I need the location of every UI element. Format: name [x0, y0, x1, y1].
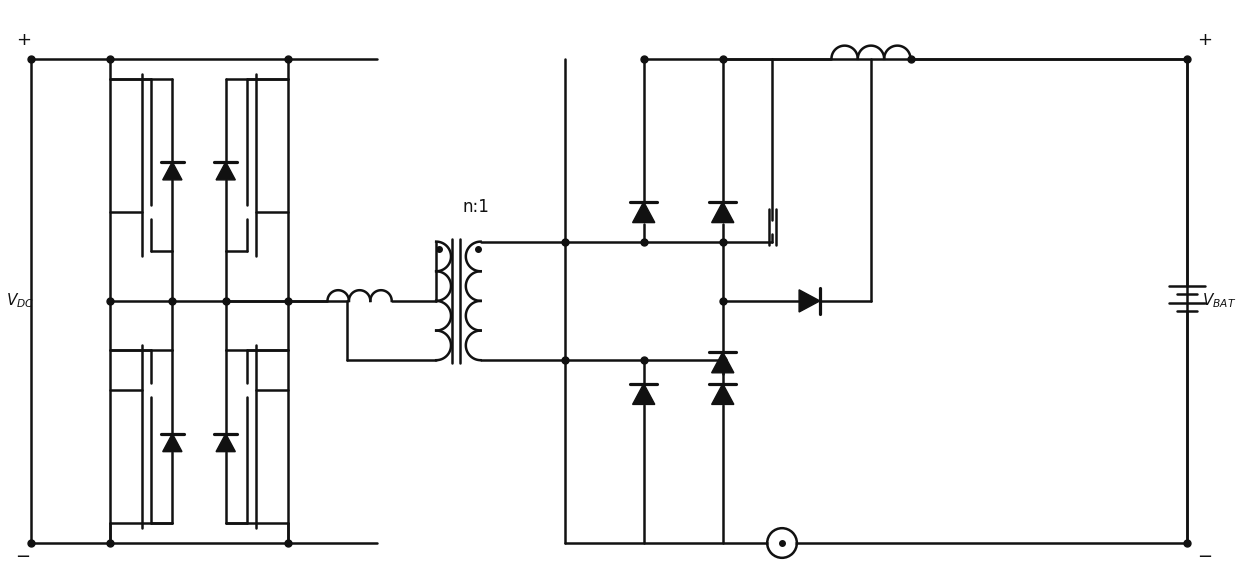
Polygon shape: [162, 434, 182, 452]
Text: −: −: [1197, 548, 1213, 566]
Polygon shape: [712, 384, 734, 404]
Text: +: +: [1197, 31, 1211, 49]
Polygon shape: [632, 384, 655, 404]
Polygon shape: [799, 290, 820, 312]
Polygon shape: [712, 352, 734, 373]
Polygon shape: [216, 162, 236, 180]
Text: $V_{DC}$: $V_{DC}$: [6, 292, 35, 310]
Text: $V_{BAT}$: $V_{BAT}$: [1202, 292, 1236, 310]
Polygon shape: [632, 202, 655, 223]
Text: n:1: n:1: [463, 198, 489, 216]
Circle shape: [769, 530, 795, 556]
Polygon shape: [712, 202, 734, 223]
Text: −: −: [16, 548, 31, 566]
Polygon shape: [216, 434, 236, 452]
Polygon shape: [162, 162, 182, 180]
Text: +: +: [16, 31, 31, 49]
